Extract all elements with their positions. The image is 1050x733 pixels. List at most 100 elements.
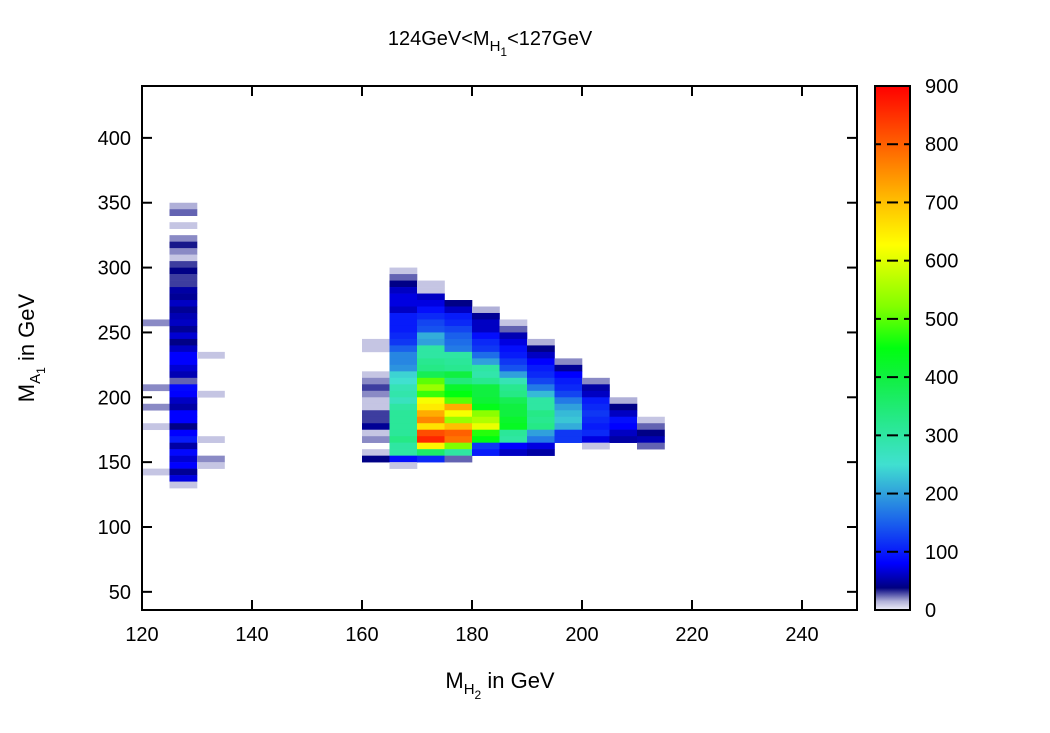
heatmap-cell [527,423,555,431]
heatmap-cell [417,332,445,340]
heatmap-cell [444,442,473,450]
heatmap-cell [389,377,418,385]
heatmap-cell [499,390,528,398]
heatmap-cell [389,442,418,450]
heatmap-cell [472,319,500,327]
heatmap-cell [444,416,473,424]
heatmap-cell [472,429,500,437]
colorbar-tick-label: 600 [925,251,958,273]
heatmap-cell [169,364,198,372]
heatmap-cell [169,274,198,281]
heatmap-cell [637,416,665,424]
heatmap-cell [499,338,528,346]
heatmap-cell [169,416,198,424]
heatmap-cell [197,455,225,463]
heatmap-cell [417,325,445,333]
heatmap-cell [169,455,198,463]
heatmap-cell [169,384,198,392]
heatmap-cell [554,423,583,431]
heatmap-cell [444,358,473,366]
x-tick-label: 200 [565,624,598,646]
heatmap-cell [362,410,390,418]
heatmap-cell [582,423,610,431]
heatmap-cell [389,410,418,418]
heatmap-cell [389,312,418,320]
heatmap-cell [197,436,225,443]
heatmap-cell [389,300,418,307]
heatmap-cell [444,338,473,346]
heatmap-cell [417,423,445,431]
heatmap-cell [389,455,418,463]
heatmap-cell [582,403,610,411]
colorbar-tick-label: 700 [925,192,958,214]
heatmap-cell [637,442,665,450]
heatmap-cell [499,397,528,405]
heatmap-cell [169,202,198,210]
heatmap-cell [472,306,500,314]
heatmap-cell [499,364,528,372]
heatmap-cell [582,377,610,385]
heatmap-cell [389,306,418,314]
heatmap-cell [637,436,665,443]
x-tick-label: 140 [235,624,268,646]
heatmap-cell [362,423,390,431]
heatmap-cell [389,449,418,456]
heatmap-cell [142,403,170,411]
heatmap-cell [169,261,198,268]
heatmap-cell [417,306,445,314]
heatmap-cell [472,423,500,431]
heatmap-cell [472,442,500,450]
plot-frame [141,85,858,611]
heatmap-cell [499,371,528,379]
heatmap-cell [527,410,555,418]
heatmap-cell [417,364,445,372]
colorbar-ticks: 0 100 200 300 400 500 600 700 800 900 [875,76,958,622]
heatmap-cell [169,403,198,411]
heatmap-cell [554,403,583,411]
heatmap-cell [499,351,528,359]
heatmap-cell [389,280,418,288]
heatmap-cell [169,410,198,418]
x-tick-label: 160 [345,624,378,646]
heatmap-cell [444,429,473,437]
heatmap-cell [554,358,583,366]
heatmap-cell [582,410,610,418]
x-axis-label: MH2 in GeV [445,668,555,702]
heatmap-cell [527,436,555,443]
heatmap-cell [444,325,473,333]
heatmap-cell [169,436,198,443]
heatmap-cell [472,397,500,405]
heatmap-cell [169,312,198,320]
heatmap-cell [417,429,445,437]
heatmap-cell [389,371,418,379]
heatmap-cell [169,390,198,398]
heatmap-cell [527,416,555,424]
heatmap-cell [527,403,555,411]
heatmap-cell [499,416,528,424]
heatmap-cell [417,377,445,385]
heatmap-cell [417,312,445,320]
heatmap-cell [169,468,198,476]
heatmap-cell [472,384,500,392]
heatmap-cell [609,403,638,411]
heatmap-cell [169,449,198,456]
heatmap-cell [472,358,500,366]
heatmap-cell [499,429,528,437]
heatmap-cell [444,332,473,340]
heatmap-cell [444,364,473,372]
y-tick-label: 250 [98,322,131,344]
heatmap-cell [142,423,170,431]
colorbar-tick-label: 0 [925,600,936,622]
heatmap-cell [362,455,390,463]
heatmap-cell [362,436,390,443]
heatmap-cell [444,449,473,456]
colorbar-tick-label: 200 [925,484,958,506]
heatmap-cell [554,416,583,424]
heatmap-cell [417,436,445,443]
heatmap-cell [472,449,500,456]
heatmap-cell [472,390,500,398]
heatmap-cell [362,377,390,385]
heatmap-cell [389,429,418,437]
heatmap-cell [362,338,390,346]
colorbar-tick-label: 900 [925,76,958,98]
